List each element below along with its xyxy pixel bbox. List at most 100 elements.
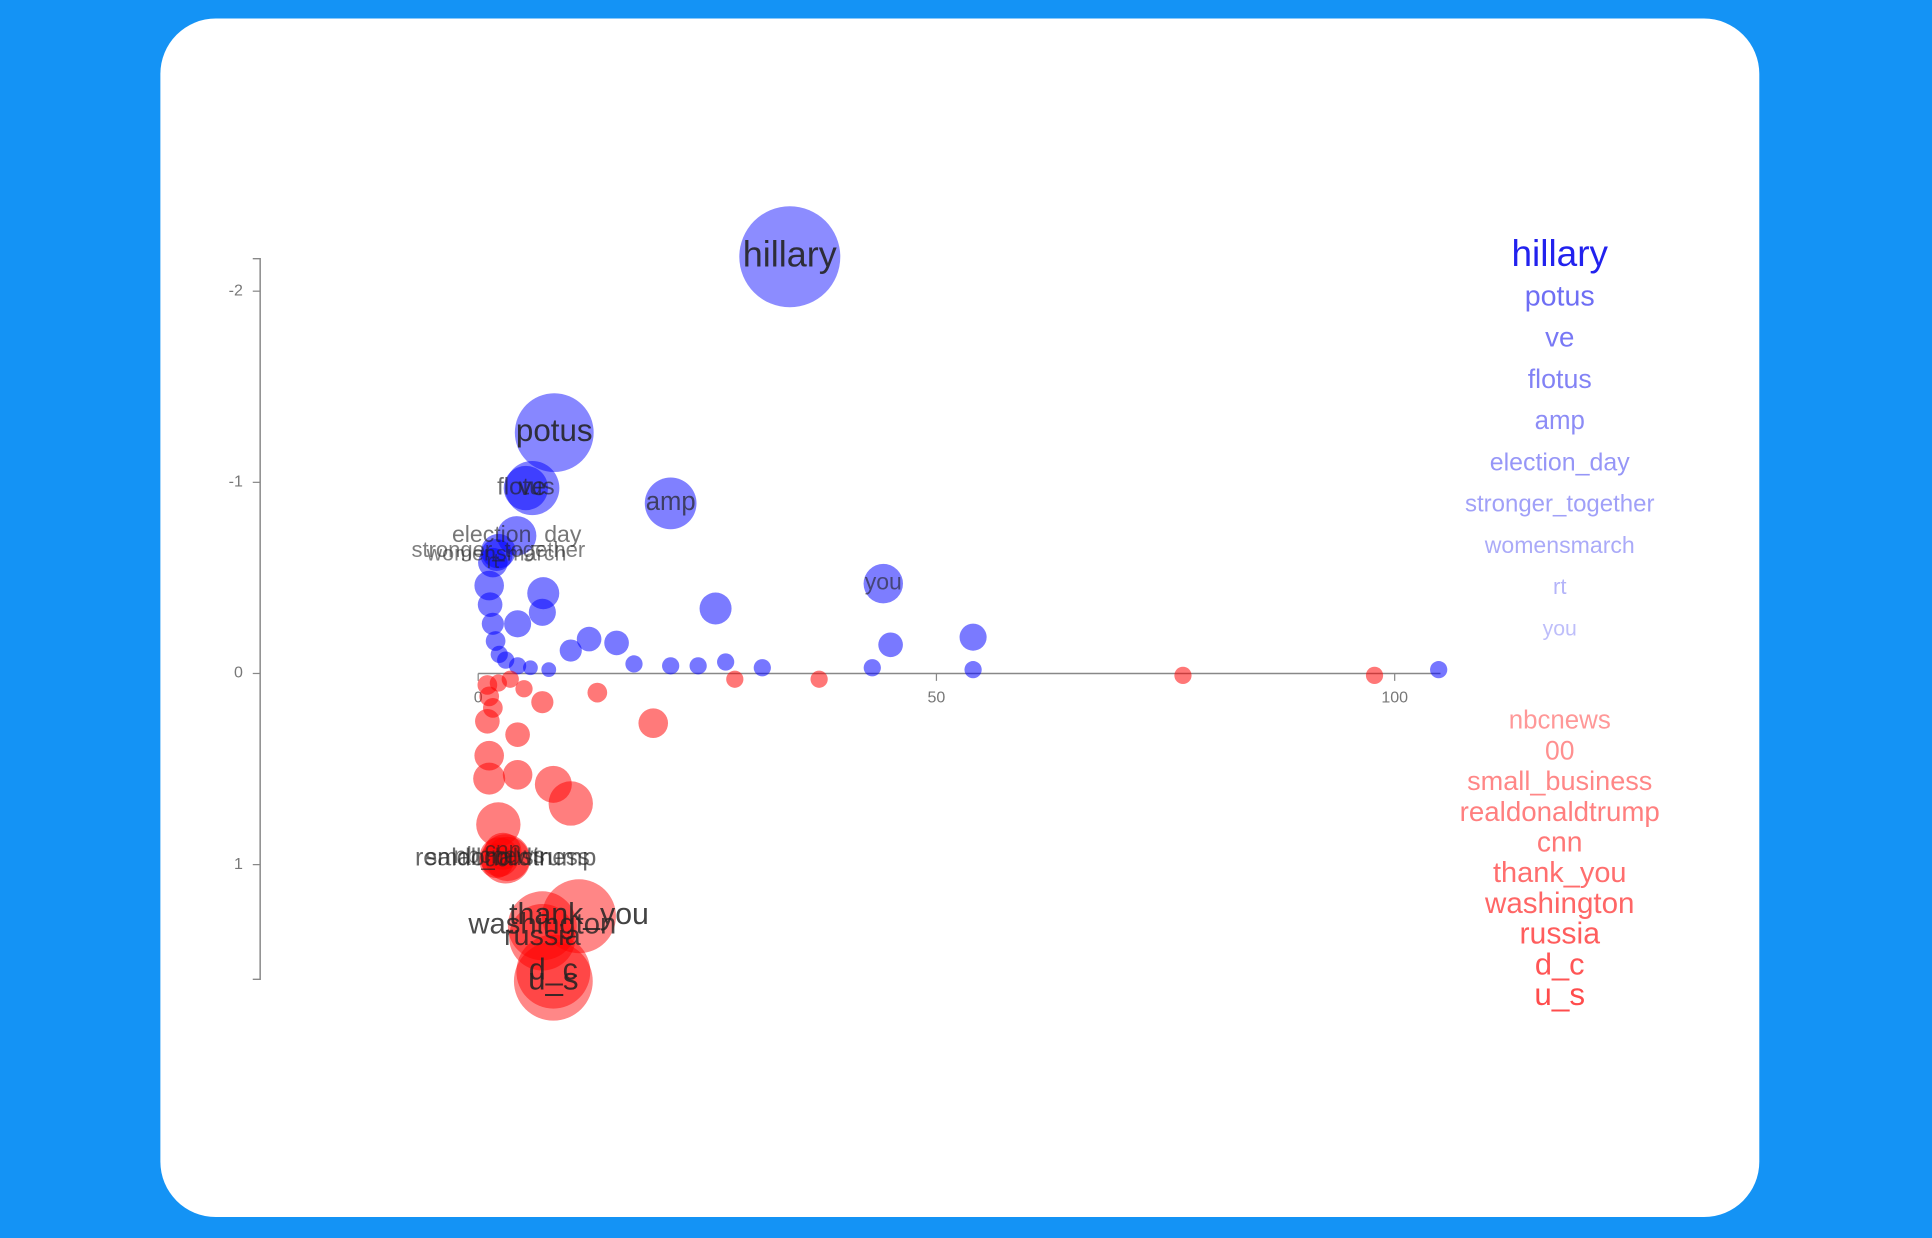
point	[604, 630, 629, 656]
point-label: 00	[484, 847, 509, 872]
term: small_business	[1467, 765, 1652, 796]
point	[523, 660, 538, 676]
term: d_c	[1535, 946, 1585, 981]
point	[501, 670, 519, 688]
point	[479, 843, 514, 879]
point	[541, 662, 557, 678]
point	[481, 612, 504, 635]
y-tick-label: 0	[234, 665, 243, 682]
term: thank_you	[1493, 857, 1627, 889]
term: washington	[1484, 887, 1634, 920]
point	[863, 563, 903, 604]
term: ve	[1545, 322, 1574, 353]
point-label: small_business	[425, 844, 590, 871]
point	[717, 653, 735, 671]
point	[726, 670, 744, 688]
point	[477, 592, 503, 617]
term-lists: hillary potus ve flotus amp election_daystron…	[1460, 233, 1660, 1012]
point	[504, 610, 532, 638]
term: cnn	[1537, 827, 1583, 859]
point	[959, 623, 987, 651]
point-label: election_day	[452, 521, 582, 547]
card	[160, 18, 1760, 1218]
x-tick-label: 100	[1381, 689, 1408, 706]
point-label: ve	[518, 471, 546, 501]
point	[559, 639, 582, 662]
point-label: thank_you	[509, 898, 649, 931]
point	[474, 570, 504, 601]
point	[1430, 661, 1448, 679]
term: potus	[1525, 280, 1595, 312]
point	[662, 657, 680, 675]
point	[863, 659, 881, 677]
point	[528, 598, 556, 626]
point	[810, 670, 828, 688]
point-label: stronger_together	[411, 537, 585, 562]
x-tick-label: 0	[474, 689, 483, 706]
point-label: u_s	[528, 962, 579, 997]
marks	[473, 206, 1448, 1021]
point	[534, 765, 572, 803]
term: amp	[1535, 407, 1585, 435]
point-label: you	[865, 569, 902, 595]
point	[689, 657, 707, 675]
point	[513, 941, 593, 1021]
term: realdonaldtrump	[1460, 796, 1660, 827]
point-label: potus	[516, 413, 593, 448]
point	[878, 632, 903, 658]
point-label: hillary	[743, 233, 837, 274]
point	[964, 661, 982, 679]
y-tick-label: -2	[229, 282, 243, 299]
point-label: nbcnews	[454, 842, 545, 868]
point	[474, 740, 504, 771]
y-tick-label: -1	[229, 474, 243, 491]
point	[644, 477, 697, 530]
term: rt	[1553, 574, 1567, 599]
y-axis	[252, 257, 261, 981]
y-tick-label: 1	[234, 856, 243, 873]
point	[515, 680, 533, 698]
point	[531, 691, 554, 714]
point-label: washington	[467, 909, 616, 941]
term: flotus	[1528, 364, 1592, 394]
point	[542, 879, 616, 954]
point-label: rt	[486, 550, 499, 573]
x-tick-label: 50	[928, 689, 946, 706]
point-label: flotus	[497, 473, 555, 500]
term: hillary	[1512, 233, 1609, 274]
point	[473, 762, 506, 795]
term: stronger_together	[1465, 491, 1655, 518]
point-label: cnn	[485, 837, 521, 862]
point	[739, 206, 841, 308]
point	[483, 698, 503, 718]
point	[1365, 666, 1384, 685]
point	[478, 547, 508, 578]
term: u_s	[1534, 977, 1585, 1012]
point	[509, 904, 576, 971]
point	[576, 626, 602, 652]
axes: 0 50 100 -2 -1 0 1	[229, 257, 1441, 981]
point	[587, 682, 608, 703]
point	[502, 760, 533, 790]
point	[505, 722, 530, 747]
term: russia	[1520, 918, 1601, 951]
term: election_day	[1490, 448, 1631, 476]
point	[638, 708, 669, 738]
point	[503, 465, 549, 511]
point	[516, 934, 591, 1009]
point	[476, 802, 521, 847]
point-label: d_c	[529, 954, 578, 987]
point	[625, 655, 643, 673]
term: 00	[1545, 735, 1574, 765]
point	[514, 393, 594, 473]
point	[507, 891, 577, 961]
term: nbcnews	[1509, 707, 1611, 735]
term: womensmarch	[1484, 532, 1635, 558]
point	[508, 657, 527, 675]
point-label: amp	[646, 488, 696, 516]
point-label: realdonaldtrump	[415, 844, 596, 872]
point-label: russia	[504, 920, 581, 952]
